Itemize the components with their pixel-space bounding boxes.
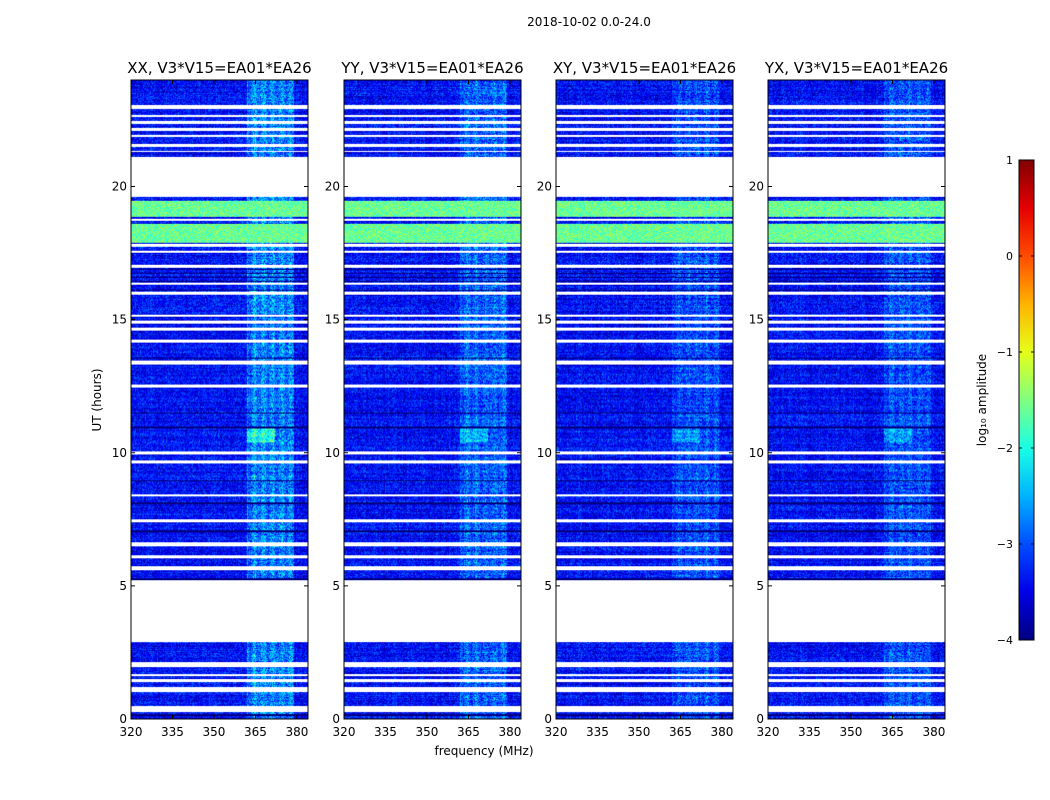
x-tick-label: 320 — [545, 725, 568, 739]
x-tick-label: 365 — [669, 725, 692, 739]
y-tick-label: 10 — [537, 446, 552, 460]
panel-4: YX, V3*V15=EA01*EA26 320 335 350 365 380 0 5 10 1… — [749, 59, 948, 739]
heatmap-image — [556, 80, 733, 719]
x-tick-label: 380 — [710, 725, 733, 739]
y-tick-label: 10 — [112, 446, 127, 460]
y-tick-label: 15 — [112, 313, 127, 327]
panel-title: XY, V3*V15=EA01*EA26 — [553, 59, 736, 77]
panel-title: XX, V3*V15=EA01*EA26 — [127, 59, 311, 77]
panel-frame — [343, 79, 522, 720]
colorbar-gradient — [1018, 159, 1035, 641]
y-tick-label: 0 — [756, 712, 764, 726]
x-tick-label: 350 — [840, 725, 863, 739]
x-tick-label: 335 — [798, 725, 821, 739]
panel-1: XX, V3*V15=EA01*EA26 320 335 350 365 380 0 5 10 1… — [112, 59, 312, 739]
y-tick-label: 15 — [749, 313, 764, 327]
heatmap-image — [344, 80, 521, 719]
y-tick-label: 5 — [544, 579, 552, 593]
y-tick-label: 0 — [544, 712, 552, 726]
colorbar-tick-label: −4 — [997, 634, 1013, 647]
x-tick-label: 380 — [498, 725, 521, 739]
x-tick-label: 320 — [333, 725, 356, 739]
panel-group: XX, V3*V15=EA01*EA26 320 335 350 365 380 0 5 10 1… — [112, 59, 948, 739]
panel-title: YY, V3*V15=EA01*EA26 — [340, 59, 523, 77]
colorbar-label: log₁₀ amplitude — [975, 354, 989, 446]
colorbar: 1 0 −1 −2 −3 −4 — [997, 154, 1035, 647]
x-axis-label: frequency (MHz) — [434, 744, 533, 758]
panel-2: YY, V3*V15=EA01*EA26 320 335 350 365 380 0 5 10 1… — [325, 59, 524, 739]
x-tick-label: 320 — [757, 725, 780, 739]
panel-3: XY, V3*V15=EA01*EA26 320 335 350 365 380 0 5 10 1… — [537, 59, 736, 739]
heatmap-image — [131, 80, 308, 719]
x-tick-label: 350 — [416, 725, 439, 739]
panel-frame — [555, 79, 734, 720]
y-tick-label: 0 — [119, 712, 127, 726]
y-tick-label: 5 — [332, 579, 340, 593]
x-tick-label: 350 — [628, 725, 651, 739]
y-tick-label: 20 — [749, 180, 764, 194]
x-tick-label: 365 — [244, 725, 267, 739]
x-tick-label: 380 — [285, 725, 308, 739]
y-tick-label: 15 — [537, 313, 552, 327]
x-tick-label: 320 — [120, 725, 143, 739]
y-tick-label: 20 — [112, 180, 127, 194]
colorbar-tick-label: −3 — [997, 538, 1013, 551]
colorbar-tick-label: −1 — [997, 346, 1013, 359]
panel-title: YX, V3*V15=EA01*EA26 — [764, 59, 948, 77]
panel-frame — [767, 79, 946, 720]
figure-title: 2018-10-02 0.0-24.0 — [527, 15, 651, 29]
y-tick-label: 5 — [119, 579, 127, 593]
x-tick-label: 365 — [881, 725, 904, 739]
y-tick-label: 15 — [325, 313, 340, 327]
colorbar-tick-label: −2 — [997, 442, 1013, 455]
heatmap-image — [768, 80, 945, 719]
y-tick-label: 0 — [332, 712, 340, 726]
x-tick-label: 350 — [203, 725, 226, 739]
x-tick-label: 335 — [374, 725, 397, 739]
y-tick-label: 10 — [325, 446, 340, 460]
x-tick-label: 335 — [586, 725, 609, 739]
y-tick-label: 20 — [537, 180, 552, 194]
x-tick-label: 365 — [457, 725, 480, 739]
colorbar-tick-label: 1 — [1006, 154, 1013, 167]
y-tick-label: 5 — [756, 579, 764, 593]
panel-frame — [130, 79, 309, 720]
x-tick-label: 380 — [922, 725, 945, 739]
colorbar-tick-label: 0 — [1006, 250, 1013, 263]
y-tick-label: 10 — [749, 446, 764, 460]
y-tick-label: 20 — [325, 180, 340, 194]
x-tick-label: 335 — [161, 725, 184, 739]
y-axis-label: UT (hours) — [90, 368, 104, 431]
